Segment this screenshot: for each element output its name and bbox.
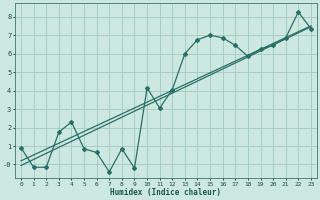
X-axis label: Humidex (Indice chaleur): Humidex (Indice chaleur) xyxy=(110,188,221,197)
